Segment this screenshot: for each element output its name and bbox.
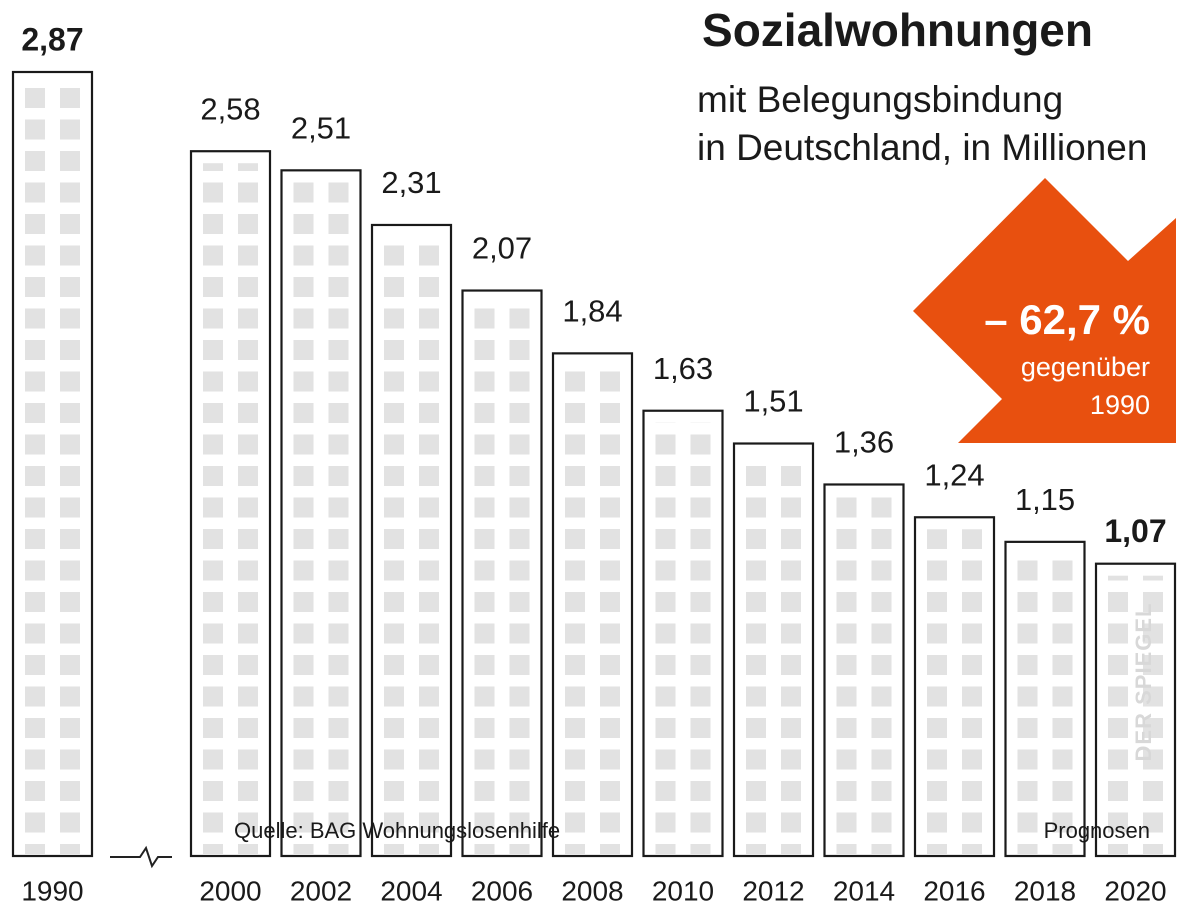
chart: Sozialwohnungen mit Belegungsbindung in … — [0, 0, 1180, 911]
x-tick-label: 1990 — [21, 875, 83, 906]
value-label: 2,87 — [21, 21, 83, 57]
x-tick-label: 2016 — [923, 875, 985, 906]
bar — [553, 353, 632, 856]
bar — [825, 484, 904, 856]
bar — [191, 151, 270, 856]
value-label: 1,24 — [924, 457, 984, 492]
subtitle: in Deutschland, in Millionen — [697, 127, 1147, 168]
bar — [915, 517, 994, 856]
source: Quelle: BAG Wohnungslosenhilfe — [234, 818, 560, 843]
bar — [1006, 542, 1085, 856]
x-tick-label: 2008 — [561, 875, 623, 906]
value-label: 2,58 — [200, 91, 260, 126]
annotation-text: 1990 — [1090, 390, 1150, 420]
bar — [282, 170, 361, 856]
axis-break — [110, 848, 172, 866]
value-label: 1,84 — [562, 294, 622, 329]
bar — [13, 72, 92, 856]
bar — [734, 444, 813, 856]
x-tick-label: 2002 — [290, 875, 352, 906]
watermark: DER SPIEGEL — [1131, 603, 1156, 762]
value-label: 1,07 — [1104, 513, 1166, 549]
chart-title: Sozialwohnungen — [702, 4, 1093, 56]
value-label: 2,07 — [472, 231, 532, 266]
x-tick-label: 2006 — [471, 875, 533, 906]
note: Prognosen — [1044, 818, 1150, 843]
subtitle: mit Belegungsbindung — [697, 79, 1063, 120]
annotation-text: gegenüber — [1021, 352, 1150, 382]
value-label: 1,63 — [653, 351, 713, 386]
value-label: 1,15 — [1015, 482, 1075, 517]
x-tick-label: 2012 — [742, 875, 804, 906]
bar — [463, 291, 542, 856]
x-tick-label: 2004 — [380, 875, 442, 906]
value-label: 2,51 — [291, 111, 351, 146]
x-tick-label: 2018 — [1014, 875, 1076, 906]
annotation-headline: – 62,7 % — [984, 296, 1150, 343]
bar — [372, 225, 451, 856]
value-label: 1,36 — [834, 425, 894, 460]
value-label: 1,51 — [743, 384, 803, 419]
value-label: 2,31 — [381, 165, 441, 200]
x-tick-label: 2014 — [833, 875, 895, 906]
x-tick-label: 2000 — [199, 875, 261, 906]
x-tick-label: 2010 — [652, 875, 714, 906]
bar — [644, 411, 723, 856]
x-tick-label: 2020 — [1104, 875, 1166, 906]
